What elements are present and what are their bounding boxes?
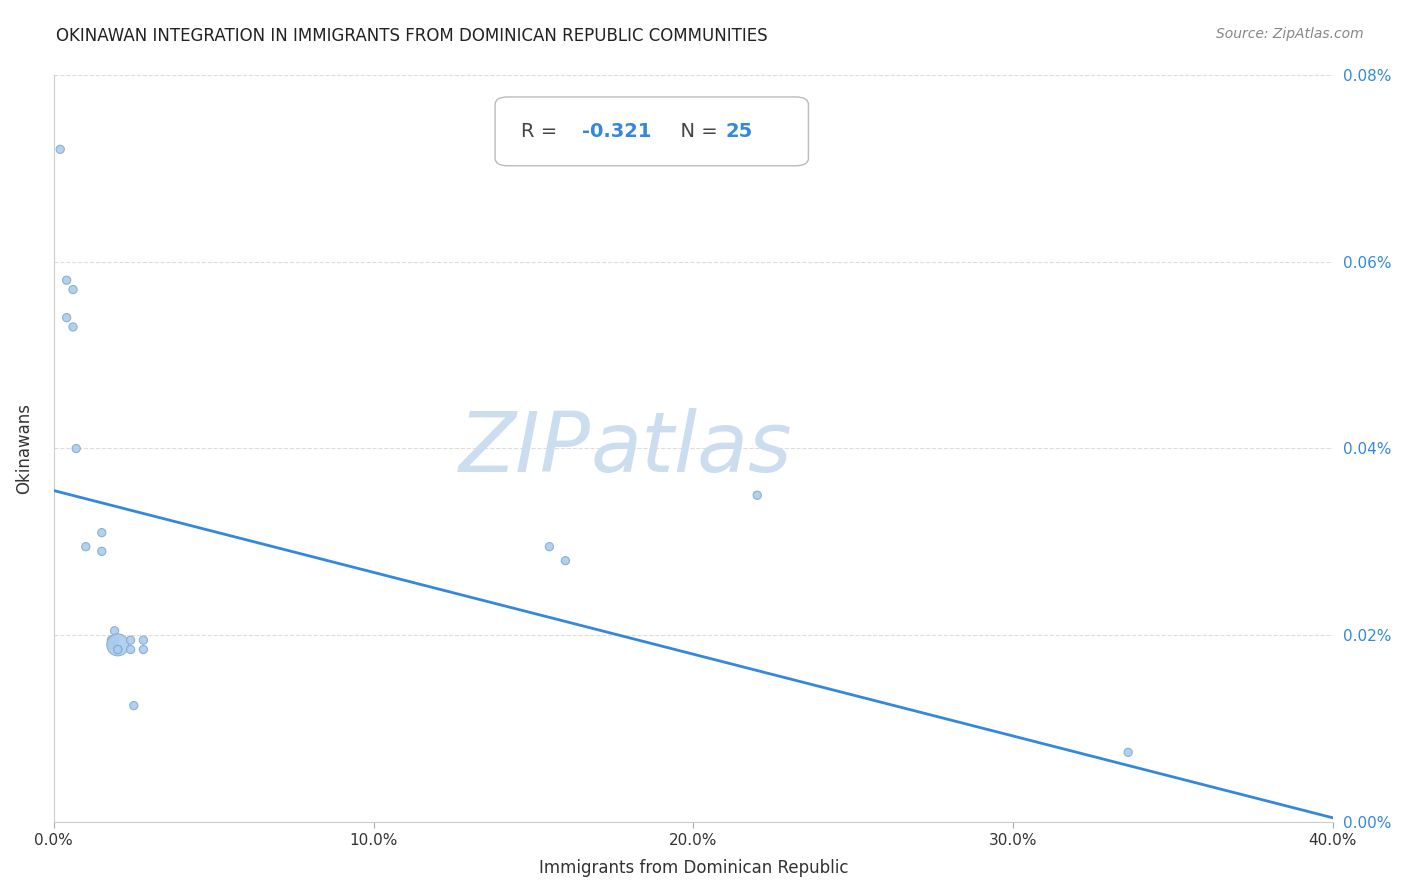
Text: ZIP: ZIP bbox=[458, 408, 591, 489]
Text: atlas: atlas bbox=[591, 408, 793, 489]
Point bbox=[62, 320, 84, 334]
Point bbox=[132, 633, 155, 648]
Point bbox=[107, 642, 129, 657]
FancyBboxPatch shape bbox=[495, 97, 808, 166]
Point bbox=[100, 638, 122, 652]
Point bbox=[132, 642, 155, 657]
Point bbox=[120, 642, 142, 657]
Point bbox=[90, 544, 112, 558]
Text: 25: 25 bbox=[725, 122, 752, 141]
X-axis label: Immigrants from Dominican Republic: Immigrants from Dominican Republic bbox=[538, 859, 848, 877]
Point bbox=[62, 283, 84, 297]
Point bbox=[90, 525, 112, 540]
Text: N =: N = bbox=[668, 122, 724, 141]
Point bbox=[1116, 745, 1139, 759]
Point bbox=[55, 273, 77, 287]
Point bbox=[100, 633, 122, 648]
Point bbox=[103, 624, 125, 638]
Point bbox=[107, 642, 129, 657]
Y-axis label: Okinawans: Okinawans bbox=[15, 403, 32, 494]
Point bbox=[554, 554, 576, 568]
Text: OKINAWAN INTEGRATION IN IMMIGRANTS FROM DOMINICAN REPUBLIC COMMUNITIES: OKINAWAN INTEGRATION IN IMMIGRANTS FROM … bbox=[56, 27, 768, 45]
Point bbox=[49, 142, 72, 156]
Point bbox=[107, 638, 129, 652]
Point bbox=[538, 540, 561, 554]
Text: -0.321: -0.321 bbox=[582, 122, 651, 141]
Point bbox=[55, 310, 77, 325]
Point bbox=[103, 633, 125, 648]
Point bbox=[75, 540, 97, 554]
Text: Source: ZipAtlas.com: Source: ZipAtlas.com bbox=[1216, 27, 1364, 41]
Text: R =: R = bbox=[520, 122, 564, 141]
Point bbox=[747, 488, 769, 502]
Point bbox=[122, 698, 145, 713]
Point bbox=[120, 633, 142, 648]
Point bbox=[65, 442, 87, 456]
